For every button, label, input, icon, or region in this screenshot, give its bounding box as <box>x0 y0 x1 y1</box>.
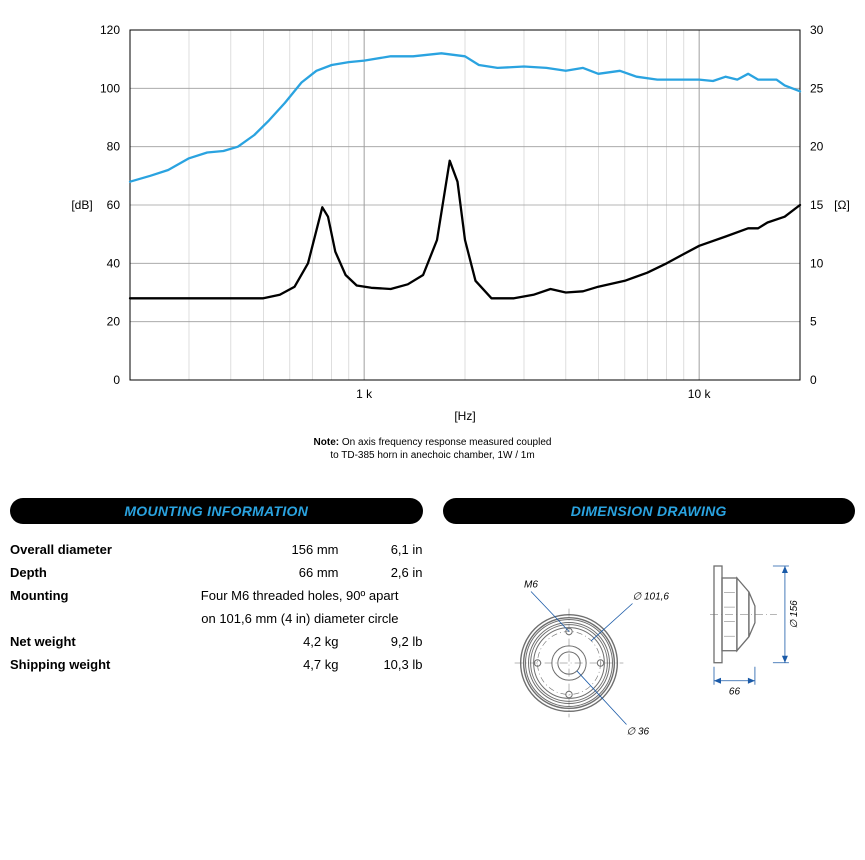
svg-text:20: 20 <box>810 140 824 154</box>
mounting-table: Overall diameter156 mm6,1 inDepth66 mm2,… <box>10 538 423 676</box>
table-row: Overall diameter156 mm6,1 in <box>10 538 423 561</box>
svg-text:60: 60 <box>107 198 121 212</box>
svg-text:10: 10 <box>810 256 824 270</box>
svg-text:0: 0 <box>810 373 817 387</box>
svg-text:40: 40 <box>107 256 121 270</box>
svg-text:5: 5 <box>810 315 817 329</box>
svg-text:∅ 101,6: ∅ 101,6 <box>632 592 669 603</box>
dimension-section: DIMENSION DRAWING M6 ∅ 101,6 ∅ 36 ∅ 156 66 <box>443 498 856 768</box>
svg-text:15: 15 <box>810 198 824 212</box>
svg-text:66: 66 <box>729 687 741 698</box>
svg-text:30: 30 <box>810 23 824 37</box>
svg-text:[Ω]: [Ω] <box>834 198 850 212</box>
svg-text:120: 120 <box>100 23 120 37</box>
mounting-section: MOUNTING INFORMATION Overall diameter156… <box>10 498 423 768</box>
chart-svg: 1 k 10 k 0 20 40 60 80 100 120 0 5 10 15 20 25 30 [Hz] [d… <box>10 10 855 430</box>
svg-text:M6: M6 <box>524 580 538 591</box>
svg-text:10 k: 10 k <box>688 387 712 401</box>
svg-text:80: 80 <box>107 140 121 154</box>
frequency-impedance-chart: 1 k 10 k 0 20 40 60 80 100 120 0 5 10 15 20 25 30 [Hz] [d… <box>10 10 855 430</box>
table-row: on 101,6 mm (4 in) diameter circle <box>10 607 423 630</box>
svg-text:[dB]: [dB] <box>71 198 92 212</box>
svg-text:0: 0 <box>113 373 120 387</box>
mounting-heading: MOUNTING INFORMATION <box>10 498 423 524</box>
note-bold: Note: <box>314 437 340 448</box>
note-line2: to TD-385 horn in anechoic chamber, 1W /… <box>330 450 534 461</box>
svg-text:20: 20 <box>107 315 121 329</box>
table-row: MountingFour M6 threaded holes, 90º apar… <box>10 584 423 607</box>
svg-text:100: 100 <box>100 81 120 95</box>
svg-text:∅ 36: ∅ 36 <box>626 726 649 737</box>
svg-text:1 k: 1 k <box>356 387 373 401</box>
note-line1: On axis frequency response measured coup… <box>339 437 551 448</box>
dimension-front-view: M6 ∅ 101,6 ∅ 36 <box>459 538 689 768</box>
dimension-heading: DIMENSION DRAWING <box>443 498 856 524</box>
table-row: Depth66 mm2,6 in <box>10 561 423 584</box>
table-row: Shipping weight4,7 kg10,3 lb <box>10 653 423 676</box>
svg-text:25: 25 <box>810 81 824 95</box>
dimension-side-view: ∅ 156 66 <box>699 538 839 768</box>
svg-text:[Hz]: [Hz] <box>454 409 475 423</box>
table-row: Net weight4,2 kg9,2 lb <box>10 630 423 653</box>
svg-text:∅ 156: ∅ 156 <box>789 600 800 629</box>
chart-note: Note: On axis frequency response measure… <box>10 436 855 462</box>
